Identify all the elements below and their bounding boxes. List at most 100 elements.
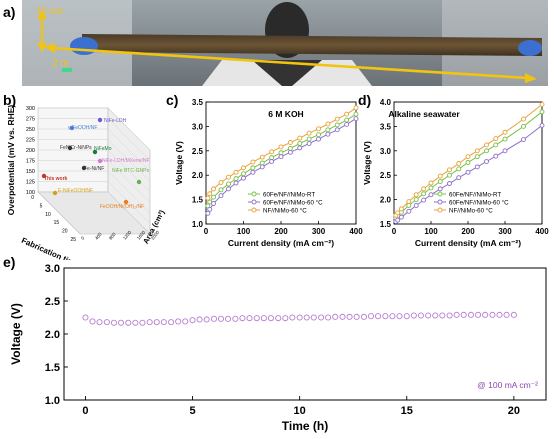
stability-point <box>146 319 153 326</box>
series-point <box>539 109 545 115</box>
y-tick-label: 1.5 <box>45 362 60 374</box>
b-point-label: E-NiFeOOH/NF <box>58 188 93 194</box>
b-x-tick-label: 0 <box>31 195 34 201</box>
x-tick-label: 300 <box>312 227 326 236</box>
series-point <box>269 159 275 164</box>
series-point <box>316 132 321 138</box>
x-axis-label: Current density (mA cm⁻²) <box>415 238 521 248</box>
stability-point <box>367 313 375 320</box>
x-tick-label: 0 <box>82 405 88 417</box>
stability-point <box>475 311 482 318</box>
b-point-marker <box>52 190 58 196</box>
series-point <box>233 169 239 175</box>
stability-point <box>189 317 196 324</box>
series-point <box>521 137 526 143</box>
panel-label-a: a) <box>3 4 16 20</box>
stability-point <box>210 315 218 322</box>
x-tick-label: 200 <box>274 227 288 236</box>
b-side-grid-line <box>107 118 151 161</box>
x-tick-label: 300 <box>498 227 512 236</box>
koh-polarization-chart: 0 100 200 300 400 1.0 1.5 2.0 2.5 3.0 3.5 Current d… <box>174 98 363 248</box>
stability-point <box>496 311 503 318</box>
series-point <box>413 192 419 198</box>
stability-point <box>203 316 210 323</box>
series-point <box>474 148 480 154</box>
stability-point <box>389 313 396 320</box>
series-point <box>465 160 471 165</box>
y-tick-label: 1.0 <box>45 395 60 407</box>
legend-marker <box>437 207 443 213</box>
series-point <box>269 149 275 155</box>
b-y-tick-label: 200 <box>26 148 35 154</box>
b-point-label: FeNiCr-NiNPs <box>60 145 92 151</box>
b-z-tick-label: 1200 <box>122 229 133 240</box>
stability-point <box>239 315 246 322</box>
series-point <box>297 145 303 151</box>
electrode-photo-illustration: 10 cm 2 m <box>22 0 548 86</box>
stability-point <box>182 318 189 325</box>
b-point-marker <box>67 145 73 151</box>
legend-marker <box>437 191 443 197</box>
x-tick-label: 15 <box>401 405 413 417</box>
legend-marker <box>251 207 257 213</box>
legend-entry: NF//NiMo-60 °C <box>263 208 307 215</box>
x-tick-label: 0 <box>392 227 397 236</box>
length-label: 2 m <box>52 58 69 69</box>
stability-point <box>425 312 432 319</box>
series-point <box>287 140 293 145</box>
length-arrow <box>51 46 528 80</box>
series-point <box>297 135 303 141</box>
series-point <box>207 206 213 212</box>
y-tick-label: 4.0 <box>380 98 392 107</box>
stability-point <box>232 315 239 322</box>
b-side-grid-line <box>107 149 151 193</box>
b-point-label: NiFe-LDH/MXene/NF <box>102 158 150 164</box>
stability-point <box>260 315 267 322</box>
series-point <box>226 181 231 187</box>
stability-point <box>374 313 382 320</box>
b-point-label: This work <box>44 176 68 182</box>
series-point <box>456 161 462 166</box>
b-x-tick-label: 5 <box>40 203 43 209</box>
panel-label-d: d) <box>358 92 372 108</box>
series-point <box>287 145 293 151</box>
b-y-tick-label: 100 <box>26 190 35 196</box>
right-glove <box>518 40 542 56</box>
series-point <box>395 210 401 216</box>
stability-point <box>196 316 203 323</box>
series-point <box>259 164 265 170</box>
y-tick-label: 1.0 <box>192 220 204 229</box>
series-point <box>484 148 489 154</box>
b-y-axis-label: Overpotential (mV vs. RHE) <box>6 105 16 216</box>
series-point <box>278 150 284 156</box>
stability-point <box>175 318 182 325</box>
series-point <box>226 174 231 180</box>
seawater-polarization-chart: 0 100 200 300 400 1.5 2.0 2.5 3.0 3.5 4.0 Current d… <box>362 98 549 248</box>
series-point <box>241 175 246 181</box>
b-x-tick-label: 25 <box>70 237 76 243</box>
legend-entry: 60Fe/NF//NiMo-60 °C <box>449 200 509 207</box>
stability-point <box>139 319 146 326</box>
z-tick-labels: 0 400 800 1200 1600 2000 <box>80 229 161 240</box>
b-point-label: NiFe-LDH <box>104 118 127 124</box>
panel-label-c: c) <box>166 92 179 108</box>
series-point <box>474 164 480 170</box>
b-side-grid-line <box>107 191 151 235</box>
scale-bar <box>62 68 72 72</box>
y-tick-label: 2.5 <box>45 296 60 308</box>
series-point <box>211 186 216 192</box>
stability-point <box>460 311 467 318</box>
stability-point <box>403 313 410 320</box>
stability-point <box>482 311 489 318</box>
y-tick-label: 3.0 <box>45 263 60 275</box>
series-point <box>353 111 359 117</box>
stability-point <box>467 311 475 318</box>
y-tick-label: 2.0 <box>192 171 204 180</box>
x-tick-label: 100 <box>424 227 438 236</box>
series-point <box>344 111 350 117</box>
series-point <box>344 121 350 127</box>
series-point <box>502 129 508 135</box>
series-point <box>421 197 427 203</box>
y-tick-label: 2.0 <box>45 329 60 341</box>
stability-point <box>346 313 353 320</box>
